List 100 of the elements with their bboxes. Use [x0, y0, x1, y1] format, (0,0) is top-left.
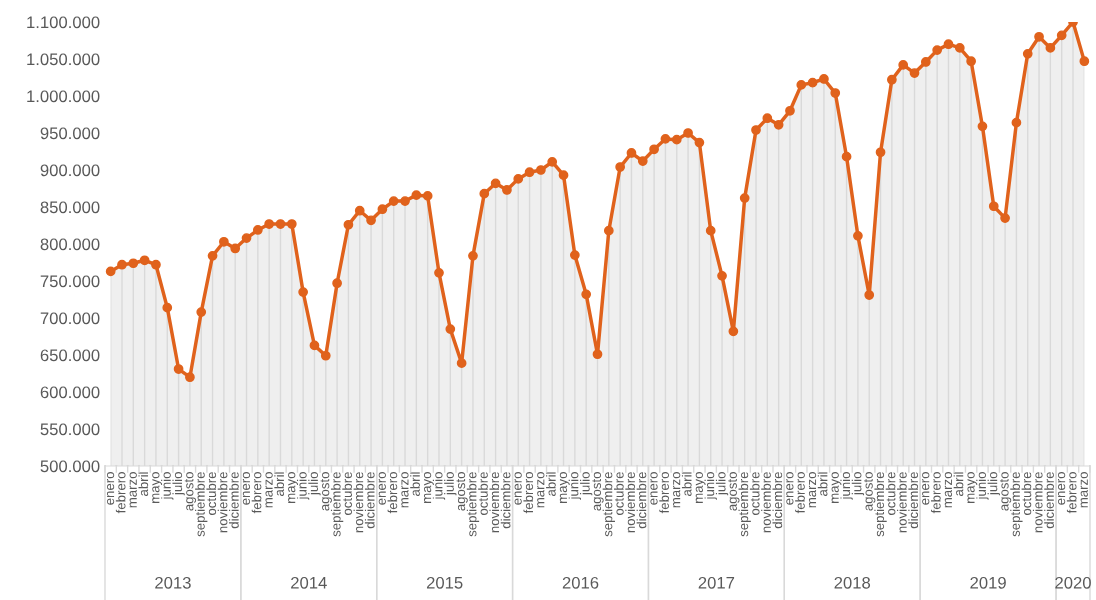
x-tick-label: noviembre [489, 472, 500, 533]
x-tick-label: mayo [423, 472, 434, 503]
x-tick-label: enero [650, 472, 658, 505]
y-tick-label: 950.000 [40, 127, 100, 140]
x-tick-label: noviembre [1032, 472, 1043, 533]
x-tick-label: septiembre [466, 472, 480, 537]
x-tick-label: septiembre [330, 472, 344, 537]
x-tick-label: julio [580, 472, 593, 496]
x-tick-label: abril [953, 472, 964, 496]
y-tick-label: 800.000 [40, 238, 100, 251]
x-tick-label: diciembre [229, 472, 239, 529]
x-tick-label: julio [444, 472, 457, 496]
x-tick-label: octubre [206, 472, 217, 516]
text: 2013 [155, 576, 191, 589]
x-tick-label: julio [851, 472, 865, 496]
x-tick-label: noviembre [353, 472, 364, 533]
x-tick-label: octubre [478, 472, 488, 516]
x-tick-label: mayo [831, 472, 842, 503]
x-tick-label: junio [568, 472, 582, 500]
x-tick-label: septiembre [1010, 472, 1023, 537]
text: 2016 [562, 576, 599, 589]
x-tick-label: diciembre [364, 472, 375, 529]
x-tick-label: agosto [320, 472, 332, 511]
x-tick-label: abril [138, 472, 149, 496]
x-tick-label: marzo [265, 472, 273, 508]
y-tick-label: 900.000 [40, 164, 100, 177]
x-tick-label: agosto [999, 472, 1012, 511]
x-tick-label: febrero [115, 472, 126, 514]
x-tick-label: marzo [537, 472, 545, 508]
x-tick-label: marzo [808, 472, 817, 508]
x-tick-label: julio [715, 472, 729, 496]
x-tick-label: enero [378, 472, 386, 505]
x-tick-label: noviembre [897, 472, 907, 533]
x-tick-label: abril [410, 472, 420, 496]
x-tick-label: noviembre [217, 472, 228, 533]
text: 2017 [698, 576, 735, 589]
text: 2014 [291, 576, 327, 589]
x-tick-label: noviembre [625, 472, 636, 533]
x-tick-label: junio [161, 472, 174, 500]
y-tick-label: 1.000.000 [27, 90, 100, 103]
x-tick-label: noviembre [761, 472, 771, 533]
x-tick-label: febrero [1066, 472, 1077, 514]
x-tick-label: julio [987, 472, 1000, 496]
y-tick-label: 750.000 [40, 275, 100, 288]
x-tick-label: marzo [129, 472, 137, 508]
x-tick-label: diciembre [772, 472, 783, 529]
x-tick-label: agosto [728, 472, 740, 511]
x-tick-label: mayo [967, 472, 978, 503]
x-tick-label: diciembre [1044, 472, 1054, 529]
x-tick-label: junio [976, 472, 989, 500]
y-tick-label: 550.000 [40, 423, 100, 436]
text: 2020 [1055, 576, 1091, 589]
text: 2018 [834, 576, 871, 589]
y-tick-label: 850.000 [40, 201, 100, 214]
x-tick-label: octubre [885, 472, 896, 516]
x-tick-label: enero [514, 472, 522, 505]
x-tick-label: enero [1058, 472, 1066, 505]
x-tick-label: agosto [456, 472, 468, 511]
x-tick-label: octubre [342, 472, 352, 516]
y-tick-label: 600.000 [40, 386, 100, 399]
x-tick-label: diciembre [500, 472, 511, 529]
x-tick-label: marzo [1080, 472, 1088, 508]
x-tick-label: abril [817, 472, 828, 496]
x-tick-label: marzo [401, 472, 409, 508]
x-tick-label: junio [840, 472, 853, 500]
x-tick-label: abril [681, 472, 692, 496]
x-tick-label: septiembre [195, 472, 208, 537]
x-tick-label: marzo [673, 472, 681, 508]
y-tick-label: 1.100.000 [27, 16, 100, 29]
x-tick-label: diciembre [636, 472, 647, 529]
x-tick-label: diciembre [908, 472, 919, 529]
x-tick-label: julio [308, 472, 321, 496]
x-tick-label: julio [172, 472, 185, 496]
x-tick-label: enero [922, 472, 930, 505]
x-tick-label: mayo [695, 472, 706, 503]
text: 2015 [426, 576, 463, 589]
x-tick-label: mayo [288, 472, 298, 503]
x-tick-label: mayo [559, 472, 570, 503]
x-tick-label: abril [274, 472, 285, 496]
y-tick-label: 1.050.000 [27, 53, 100, 66]
y-tick-label: 650.000 [40, 349, 100, 362]
x-tick-label: septiembre [602, 472, 615, 537]
y-tick-label: 500.000 [40, 460, 100, 473]
x-tick-label: enero [786, 472, 794, 505]
x-tick-label: enero [106, 472, 115, 505]
x-tick-label: septiembre [874, 472, 887, 537]
x-tick-label: junio [432, 472, 446, 500]
x-tick-label: marzo [944, 472, 953, 508]
x-tick-label: febrero [659, 472, 669, 514]
x-tick-label: octubre [749, 472, 760, 516]
x-tick-label: junio [296, 472, 310, 500]
text: 2019 [970, 576, 1006, 589]
y-tick-label: 700.000 [40, 312, 100, 325]
x-tick-label: agosto [864, 472, 876, 511]
x-tick-label: abril [546, 472, 556, 496]
x-tick-label: octubre [1021, 472, 1032, 516]
x-tick-label: mayo [152, 472, 163, 503]
x-tick-label: enero [242, 472, 251, 505]
x-tick-label: febrero [523, 472, 534, 514]
x-tick-label: octubre [613, 472, 624, 516]
